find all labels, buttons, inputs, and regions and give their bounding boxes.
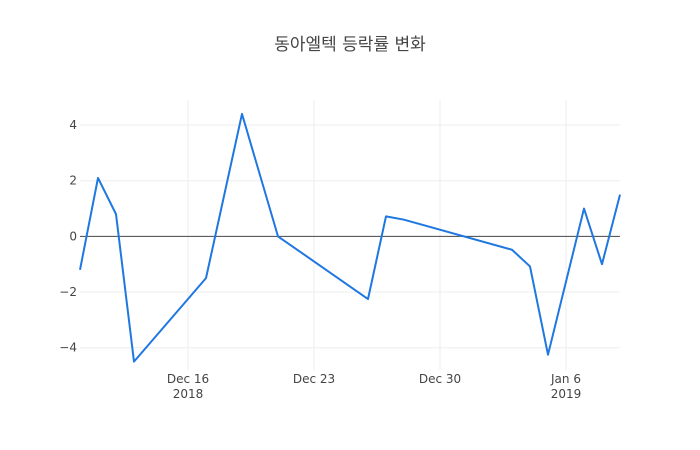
y-tick-label: −2 [59,285,77,299]
x-tick-label: Dec 16 [167,372,209,386]
y-tick-label: 2 [69,174,77,188]
x-tick-label: Jan 6 [550,372,581,386]
series-layer [77,111,623,365]
data-point[interactable] [581,206,587,212]
data-point[interactable] [365,296,371,302]
y-tick-label: 4 [69,118,77,132]
y-tick-label: 0 [69,229,77,243]
y-axis: −4 −2 0 2 4 [59,118,77,355]
data-point[interactable] [77,267,83,273]
data-point[interactable] [95,175,101,181]
data-point[interactable] [275,233,281,239]
x-tick-label: Dec 23 [293,372,335,386]
data-point[interactable] [401,217,407,223]
data-point[interactable] [383,213,389,219]
data-point[interactable] [131,359,137,365]
data-point[interactable] [203,275,209,281]
data-point[interactable] [545,352,551,358]
grid-lines [80,100,620,370]
data-point[interactable] [509,247,515,253]
x-tick-year-label: 2018 [173,387,204,401]
data-point[interactable] [239,111,245,117]
series-line [79,112,621,363]
y-tick-label: −4 [59,341,77,355]
data-point[interactable] [599,261,605,267]
data-point[interactable] [113,211,119,217]
chart-title: 동아엘텍 등락률 변화 [274,35,426,55]
x-tick-label: Dec 30 [419,372,461,386]
data-point[interactable] [617,192,623,198]
x-tick-year-label: 2019 [551,387,582,401]
data-point[interactable] [527,263,533,269]
